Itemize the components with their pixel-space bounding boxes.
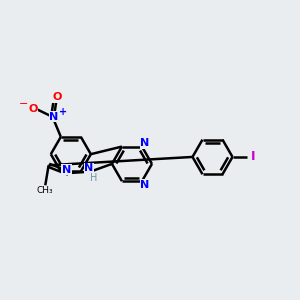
Text: I: I <box>251 150 255 164</box>
Text: CH₃: CH₃ <box>37 186 54 195</box>
Text: N: N <box>62 165 71 175</box>
Text: H: H <box>90 173 97 183</box>
Text: N: N <box>140 138 149 148</box>
Text: O: O <box>53 92 62 102</box>
Text: −: − <box>19 99 28 109</box>
Text: N: N <box>84 163 94 173</box>
Text: +: + <box>59 107 67 117</box>
Text: O: O <box>28 103 38 113</box>
Text: N: N <box>140 179 149 190</box>
Text: N: N <box>49 112 58 122</box>
